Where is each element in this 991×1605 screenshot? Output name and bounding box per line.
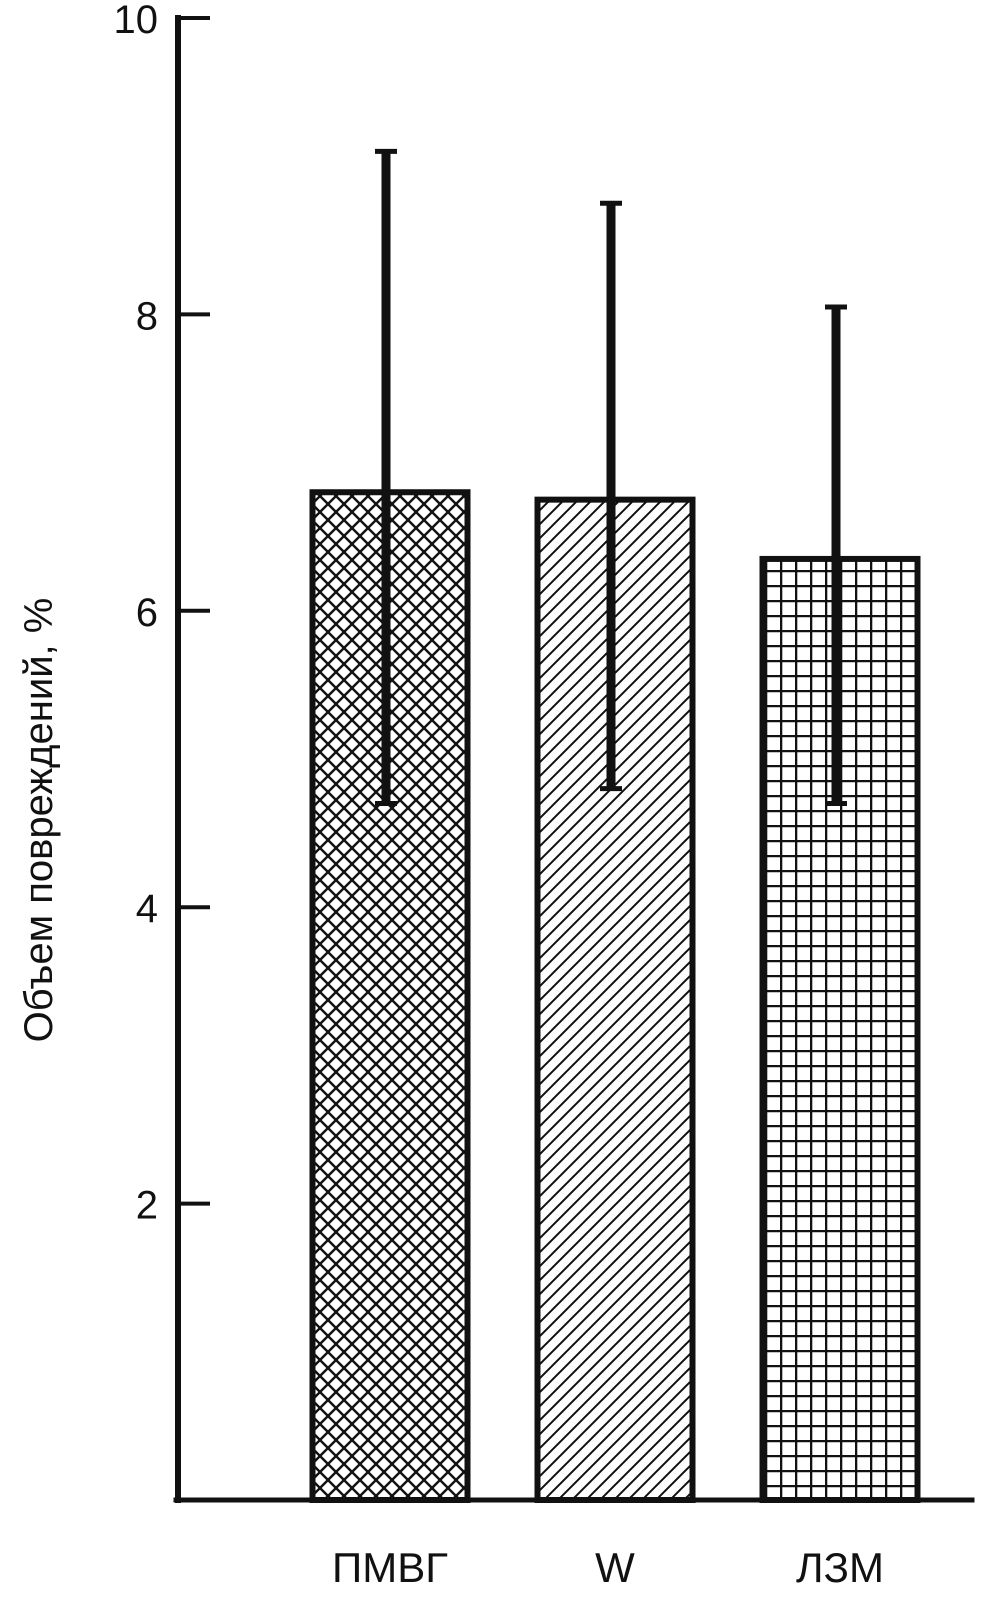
y-tick-label: 8	[136, 294, 158, 338]
y-tick-label: 2	[136, 1184, 158, 1228]
x-tick-label: ЛЗМ	[796, 1544, 884, 1591]
y-tick-label: 10	[114, 0, 159, 42]
x-axis-labels: ПМВГ W ЛЗМ	[332, 1544, 884, 1591]
x-tick-label: W	[595, 1544, 635, 1591]
y-axis: 2 4 6 8 10	[114, 0, 975, 1503]
x-tick-label: ПМВГ	[332, 1544, 448, 1591]
y-axis-label: Объем повреждений, %	[17, 598, 61, 1043]
y-tick-label: 4	[136, 887, 158, 931]
error-bars	[375, 148, 847, 806]
y-tick-label: 6	[136, 591, 158, 635]
